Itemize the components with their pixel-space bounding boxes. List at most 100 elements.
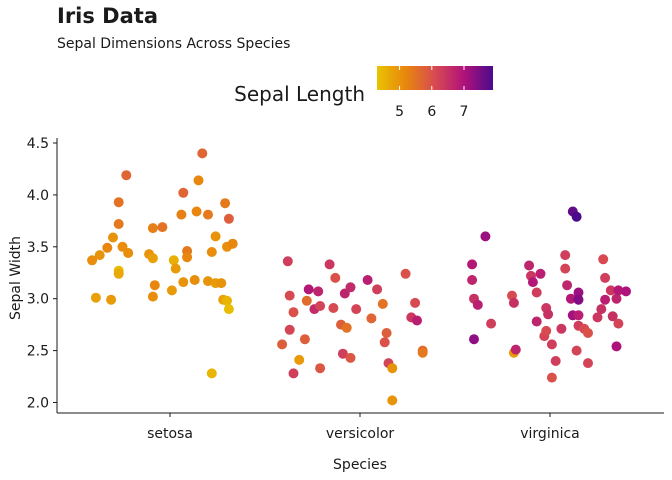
legend: Sepal Length 5 6 7 xyxy=(234,66,493,120)
data-point xyxy=(147,223,158,234)
data-point xyxy=(613,318,624,329)
data-point xyxy=(417,347,428,358)
y-tick-label: 3.0 xyxy=(27,292,49,308)
data-point xyxy=(560,250,571,261)
data-point xyxy=(123,248,134,258)
data-point xyxy=(324,259,335,270)
data-point xyxy=(372,284,383,295)
data-point xyxy=(531,287,542,298)
y-tick-label: 3.5 xyxy=(27,240,49,256)
x-tick-label: virginica xyxy=(520,426,580,442)
data-point xyxy=(560,263,571,274)
data-points xyxy=(87,148,631,406)
y-tick-label: 2.0 xyxy=(27,396,49,412)
data-point xyxy=(210,231,221,242)
data-point xyxy=(284,324,295,335)
data-point xyxy=(328,303,339,313)
data-point xyxy=(94,250,105,261)
legend-tick-label: 6 xyxy=(427,104,436,120)
data-point xyxy=(611,341,622,352)
data-point xyxy=(543,309,554,320)
data-point xyxy=(571,345,582,356)
data-point xyxy=(546,372,557,383)
legend-colorbar xyxy=(377,66,493,90)
data-point xyxy=(113,219,124,229)
data-point xyxy=(621,286,631,297)
x-axis-title: Species xyxy=(333,457,387,473)
data-point xyxy=(315,363,326,374)
data-point xyxy=(147,291,158,302)
data-point xyxy=(571,211,582,222)
data-point xyxy=(149,280,160,291)
data-point xyxy=(611,293,622,304)
data-point xyxy=(301,295,312,306)
legend-ticks: 5 6 7 xyxy=(395,66,468,120)
x-tick-label: setosa xyxy=(147,426,193,442)
data-point xyxy=(527,277,538,288)
data-point xyxy=(541,325,552,336)
data-point xyxy=(345,282,356,293)
data-point xyxy=(337,348,348,359)
data-point xyxy=(223,304,234,315)
data-point xyxy=(288,368,299,379)
y-tick-label: 4.0 xyxy=(27,188,49,204)
data-point xyxy=(573,287,584,298)
data-point xyxy=(596,304,607,315)
data-point xyxy=(203,209,213,220)
data-point xyxy=(170,263,181,274)
chart-subtitle: Sepal Dimensions Across Species xyxy=(57,36,291,52)
data-point xyxy=(573,294,584,305)
data-point xyxy=(147,253,158,264)
data-point xyxy=(178,187,189,198)
data-point xyxy=(583,328,593,338)
data-point xyxy=(113,268,124,279)
data-point xyxy=(341,322,352,333)
data-point xyxy=(113,197,124,208)
data-point xyxy=(176,209,187,220)
data-point xyxy=(508,297,519,308)
data-point xyxy=(282,256,293,267)
data-point xyxy=(294,354,305,365)
data-point xyxy=(168,255,179,266)
data-point xyxy=(222,295,232,306)
data-point xyxy=(182,252,193,263)
data-point xyxy=(600,294,611,305)
x-tick-label: versicolor xyxy=(326,426,395,442)
data-point xyxy=(556,323,567,334)
data-point xyxy=(106,294,117,305)
data-point xyxy=(600,272,611,283)
data-point xyxy=(387,395,398,406)
data-point xyxy=(607,311,618,322)
legend-tick-label: 5 xyxy=(395,104,404,120)
data-point xyxy=(410,297,421,308)
data-point xyxy=(467,259,478,270)
data-point xyxy=(299,334,310,345)
y-ticks: 2.0 2.5 3.0 3.5 4.0 4.5 xyxy=(27,136,57,412)
data-point xyxy=(157,222,168,233)
data-point xyxy=(469,334,479,345)
data-point xyxy=(178,277,189,288)
y-tick-label: 4.5 xyxy=(27,136,49,152)
data-point xyxy=(524,260,535,271)
data-point xyxy=(197,148,208,159)
data-point xyxy=(216,278,227,289)
data-point xyxy=(377,298,388,309)
data-point xyxy=(486,318,497,329)
data-point xyxy=(193,175,204,186)
y-axis-title: Sepal Width xyxy=(8,236,24,320)
chart-title: Iris Data xyxy=(57,4,158,28)
data-point xyxy=(191,206,202,217)
data-point xyxy=(108,232,118,243)
data-point xyxy=(227,238,238,249)
data-point xyxy=(351,304,362,315)
data-point xyxy=(313,286,324,297)
data-point xyxy=(189,275,200,285)
data-point xyxy=(277,339,288,350)
data-point xyxy=(510,344,521,355)
data-point xyxy=(206,247,217,257)
data-point xyxy=(613,285,624,296)
data-point xyxy=(303,284,314,295)
data-point xyxy=(345,352,356,363)
data-point xyxy=(531,316,542,327)
data-point xyxy=(412,315,422,326)
